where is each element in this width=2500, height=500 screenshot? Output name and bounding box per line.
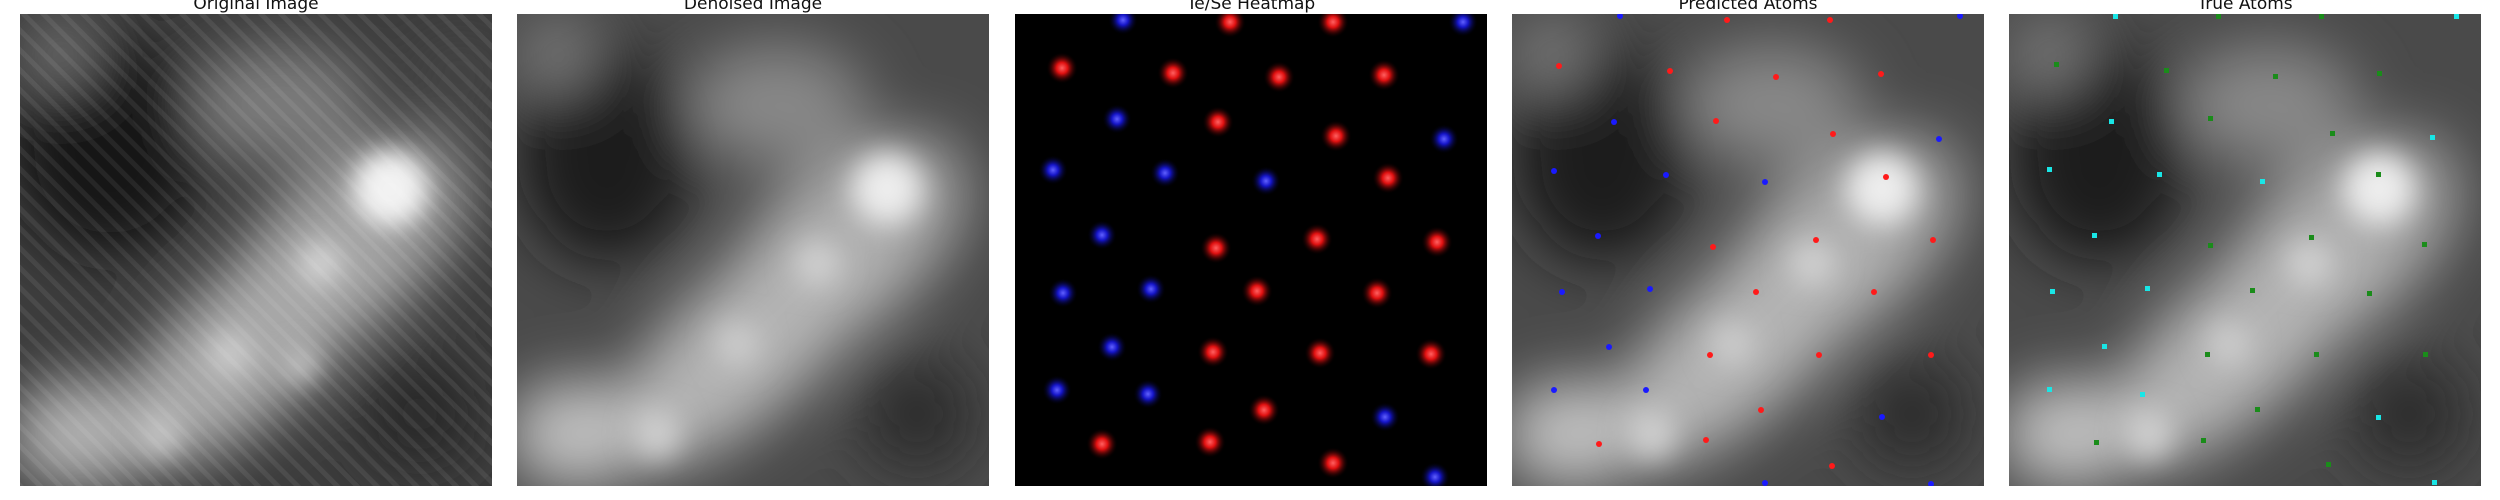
predicted-te-atoms bbox=[1556, 17, 1936, 469]
predicted-se-atoms bbox=[1551, 14, 1963, 486]
panel-title-original: Original Image bbox=[193, 0, 319, 14]
predicted-atoms-panel: Predicted Atoms bbox=[1512, 0, 1984, 500]
te-se-heatmap bbox=[1015, 14, 1487, 486]
true-atoms-panel: True Atoms bbox=[2009, 0, 2481, 500]
heatmap-se-spots bbox=[1038, 14, 1478, 486]
true-te-atoms bbox=[2054, 14, 2428, 467]
predicted-atoms-image bbox=[1512, 14, 1984, 486]
true-se-atoms bbox=[2047, 14, 2459, 485]
original-image bbox=[20, 14, 492, 486]
heatmap-te-spots bbox=[1046, 14, 1453, 479]
denoised-image bbox=[517, 14, 989, 486]
true-atoms-image bbox=[2009, 14, 2481, 486]
panel-title-denoised: Denoised Image bbox=[683, 0, 823, 14]
panel-title-true: True Atoms bbox=[2197, 0, 2293, 14]
heatmap-panel: Te/Se Heatmap bbox=[1015, 0, 1487, 500]
original-image-panel: Original Image bbox=[20, 0, 492, 500]
panel-title-heatmap: Te/Se Heatmap bbox=[1186, 0, 1316, 14]
panel-title-predicted: Predicted Atoms bbox=[1678, 0, 1818, 14]
denoised-image-panel: Denoised Image bbox=[517, 0, 989, 500]
